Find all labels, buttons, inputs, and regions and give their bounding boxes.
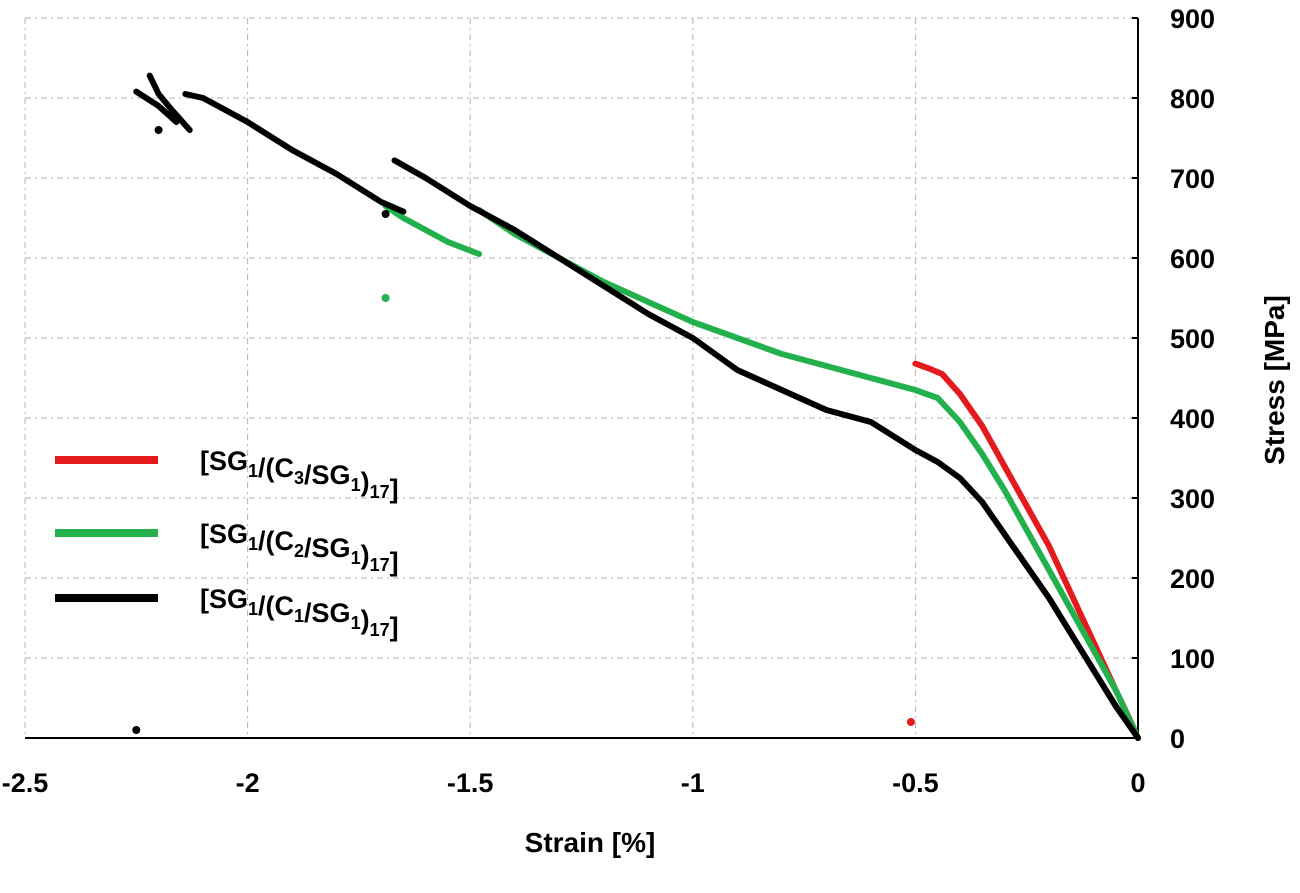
y-tick-label: 500 xyxy=(1170,324,1215,354)
legend-label: [SG1/(C3/SG1)17] xyxy=(200,446,399,504)
series-point xyxy=(381,210,390,218)
y-tick-label: 100 xyxy=(1170,644,1215,674)
series-line xyxy=(133,88,180,125)
x-tick-label: -1.5 xyxy=(447,768,494,798)
legend: [SG1/(C3/SG1)17] [SG1/(C2/SG1)17] [SG1/(C1… xyxy=(55,446,399,642)
series-point xyxy=(154,126,163,134)
legend-label: [SG1/(C1/SG1)17] xyxy=(200,584,399,642)
y-tick-label: 800 xyxy=(1170,84,1215,114)
grid xyxy=(24,17,1138,738)
tick-labels: -2.5 -2 -1.5 -1 -0.5 00 100 200 300 400 500 600 700 8… xyxy=(2,4,1215,798)
axes xyxy=(25,17,1139,739)
y-tick-label: 400 xyxy=(1170,404,1215,434)
series-line xyxy=(391,157,1141,741)
series-3 xyxy=(132,72,1141,741)
series-point xyxy=(381,294,390,302)
x-tick-label: -0.5 xyxy=(892,768,939,798)
legend-entry: [SG1/(C3/SG1)17] xyxy=(55,446,399,504)
x-axis-title: Strain [%] xyxy=(525,827,656,858)
y-tick-label: 0 xyxy=(1170,724,1185,754)
legend-entry: [SG1/(C1/SG1)17] xyxy=(55,584,399,642)
x-tick-label: -1 xyxy=(681,768,705,798)
y-tick-label: 300 xyxy=(1170,484,1215,514)
y-tick-label: 200 xyxy=(1170,564,1215,594)
x-tick-label: 0 xyxy=(1130,768,1145,798)
y-axis-title: Stress [MPa] xyxy=(1259,295,1290,465)
x-tick-label: -2.5 xyxy=(2,768,49,798)
series-point xyxy=(132,726,141,734)
legend-label: [SG1/(C2/SG1)17] xyxy=(200,519,399,577)
y-tick-label: 900 xyxy=(1170,4,1215,34)
series-line xyxy=(382,203,483,257)
y-tick-label: 600 xyxy=(1170,244,1215,274)
series-line xyxy=(476,207,1141,741)
series-line xyxy=(912,360,1141,741)
series-line xyxy=(146,72,193,133)
x-tick-label: -2 xyxy=(236,768,260,798)
series-layer xyxy=(132,72,1141,741)
series-2 xyxy=(381,203,1141,741)
y-tick-label: 700 xyxy=(1170,164,1215,194)
series-line xyxy=(182,91,407,215)
legend-entry: [SG1/(C2/SG1)17] xyxy=(55,519,399,577)
series-point xyxy=(906,718,915,726)
